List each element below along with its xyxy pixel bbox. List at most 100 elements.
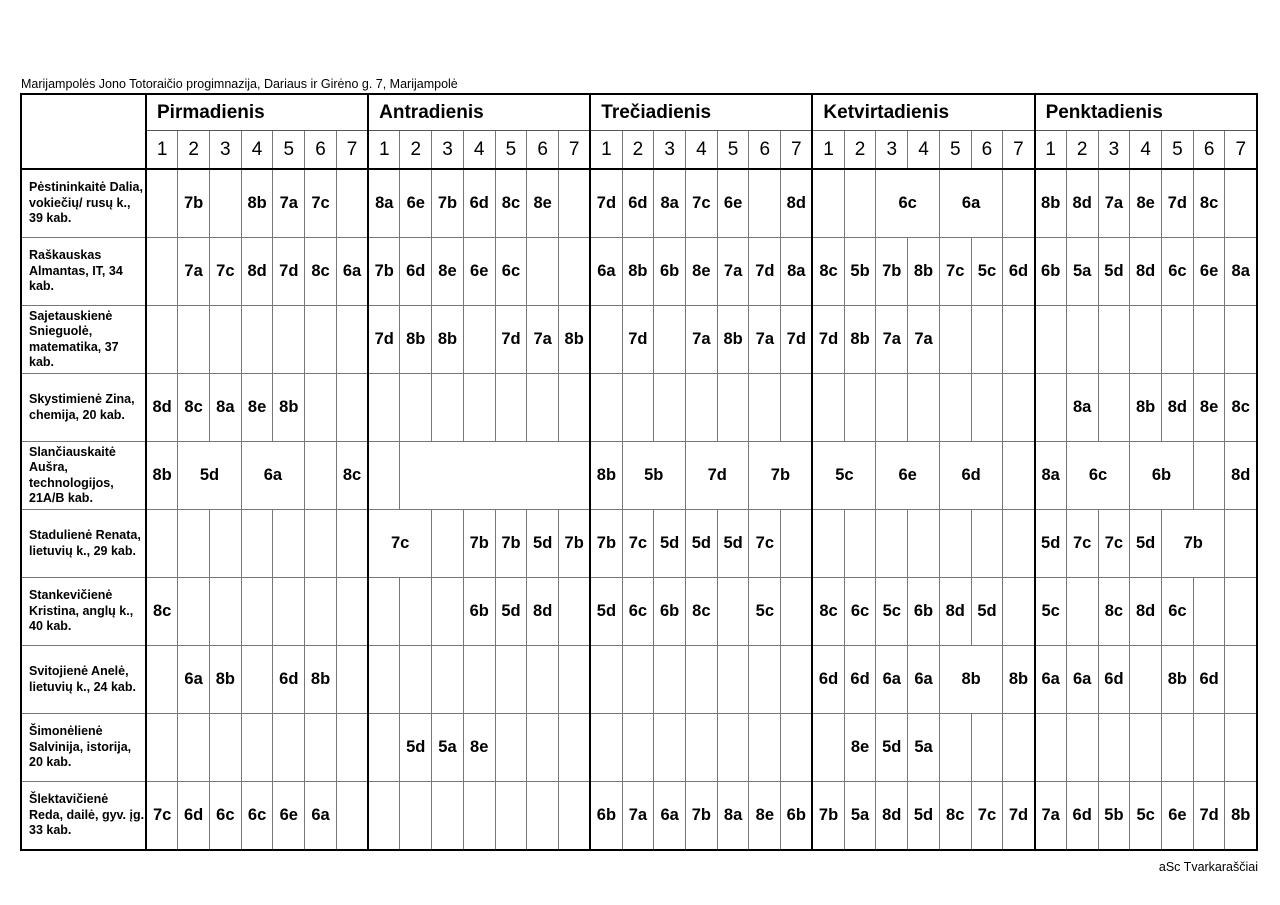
lesson-cell: 8c bbox=[335, 441, 369, 510]
teacher-row: Šlektavičienė Reda, dailė, gyv. įg. 33 k… bbox=[20, 781, 1258, 851]
period-number: 3 bbox=[431, 130, 464, 170]
lesson-cell bbox=[494, 373, 528, 442]
lesson-cell bbox=[526, 645, 560, 714]
lesson-cell: 8b bbox=[1129, 373, 1162, 442]
lesson-cell bbox=[367, 713, 401, 782]
lesson-cell bbox=[1002, 441, 1036, 510]
lesson-cell: 5d bbox=[1033, 509, 1067, 578]
lesson-cell: 7a bbox=[1033, 781, 1067, 851]
lesson-cell bbox=[208, 509, 242, 578]
lesson-cell: 7a bbox=[684, 305, 718, 374]
lesson-cell: 8d bbox=[938, 577, 972, 646]
lesson-cell: 8b bbox=[431, 305, 464, 374]
lesson-cell bbox=[748, 168, 782, 238]
lesson-cell: 6e bbox=[716, 168, 750, 238]
lesson-cell bbox=[304, 441, 337, 510]
lesson-cell: 7d bbox=[1161, 168, 1194, 238]
lesson-cell bbox=[653, 373, 686, 442]
lesson-cell: 6c bbox=[621, 577, 655, 646]
lesson-cell: 8b bbox=[558, 305, 591, 374]
lesson-cell bbox=[335, 305, 369, 374]
teacher-row: Stadulienė Renata, lietuvių k., 29 kab. 7… bbox=[20, 509, 1258, 578]
lesson-cell bbox=[558, 713, 591, 782]
lesson-cell: 8c bbox=[494, 168, 528, 238]
day-header-5: Penktadienis bbox=[1033, 93, 1258, 131]
lesson-cell: 8c bbox=[684, 577, 718, 646]
lesson-cell bbox=[1161, 713, 1194, 782]
lesson-cell bbox=[938, 373, 972, 442]
lesson-cell bbox=[399, 781, 433, 851]
lesson-cell: 8b bbox=[621, 237, 655, 306]
lesson-cell bbox=[177, 305, 210, 374]
period-number: 6 bbox=[1192, 130, 1226, 170]
day-header-row: Pirmadienis Antradienis Trečiadienis Ketvir… bbox=[20, 93, 1258, 170]
lesson-cell: 6d bbox=[843, 645, 877, 714]
lesson-cell bbox=[653, 305, 686, 374]
period-number: 3 bbox=[653, 130, 686, 170]
lesson-cell: 6a bbox=[1033, 645, 1067, 714]
lesson-cell: 7d bbox=[272, 237, 306, 306]
lesson-cell: 6a bbox=[335, 237, 369, 306]
lesson-cell: 8d bbox=[875, 781, 909, 851]
period-number: 1 bbox=[589, 130, 623, 170]
lesson-cell bbox=[1097, 305, 1131, 374]
lesson-cell: 8c bbox=[1097, 577, 1131, 646]
lesson-cell: 6d bbox=[938, 441, 1004, 510]
lesson-cell bbox=[272, 713, 306, 782]
lesson-cell bbox=[780, 645, 813, 714]
lesson-cell: 7d bbox=[621, 305, 655, 374]
timetable: Pirmadienis Antradienis Trečiadienis Ketvir… bbox=[20, 93, 1258, 851]
lesson-cell bbox=[462, 305, 496, 374]
lesson-cell bbox=[780, 577, 813, 646]
lesson-cell: 7b bbox=[462, 509, 496, 578]
lesson-cell bbox=[399, 645, 433, 714]
lesson-cell bbox=[177, 509, 210, 578]
lesson-cell bbox=[970, 305, 1004, 374]
lesson-cell bbox=[367, 373, 401, 442]
lesson-cell bbox=[653, 645, 686, 714]
period-number: 1 bbox=[1033, 130, 1067, 170]
lesson-cell bbox=[1002, 305, 1036, 374]
lesson-cell: 6b bbox=[907, 577, 940, 646]
period-number: 1 bbox=[811, 130, 845, 170]
lesson-cell: 8b bbox=[145, 441, 179, 510]
lesson-cell: 6d bbox=[1065, 781, 1099, 851]
lesson-cell bbox=[1129, 645, 1162, 714]
lesson-cell: 8c bbox=[811, 237, 845, 306]
lesson-cell bbox=[589, 373, 623, 442]
lesson-cell bbox=[304, 713, 337, 782]
lesson-cell bbox=[1097, 713, 1131, 782]
lesson-cell bbox=[589, 645, 623, 714]
teacher-name: Slančiauskaitė Aušra, technologijos, 21A… bbox=[20, 441, 147, 510]
lesson-cell bbox=[1224, 168, 1258, 238]
lesson-cell: 7a bbox=[907, 305, 940, 374]
teacher-row: Slančiauskaitė Aušra, technologijos, 21A… bbox=[20, 441, 1258, 510]
lesson-cell bbox=[431, 577, 464, 646]
lesson-cell: 7a bbox=[272, 168, 306, 238]
lesson-cell: 6c bbox=[1161, 237, 1194, 306]
lesson-cell bbox=[1033, 713, 1067, 782]
period-number: 7 bbox=[1224, 130, 1258, 170]
lesson-cell: 8b bbox=[716, 305, 750, 374]
lesson-cell: 7c bbox=[970, 781, 1004, 851]
lesson-cell bbox=[240, 713, 274, 782]
lesson-cell: 5d bbox=[716, 509, 750, 578]
lesson-cell bbox=[1129, 713, 1162, 782]
lesson-cell bbox=[558, 645, 591, 714]
lesson-cell: 8c bbox=[177, 373, 210, 442]
lesson-cell bbox=[1002, 168, 1036, 238]
lesson-cell bbox=[240, 509, 274, 578]
teacher-name: Raškauskas Almantas, IT, 34 kab. bbox=[20, 237, 147, 306]
lesson-cell bbox=[558, 577, 591, 646]
lesson-cell: 8a bbox=[1224, 237, 1258, 306]
lesson-cell: 6d bbox=[399, 237, 433, 306]
day-header-3: Trečiadienis bbox=[589, 93, 813, 131]
lesson-cell: 5c bbox=[970, 237, 1004, 306]
lesson-cell bbox=[811, 373, 845, 442]
day-header-1: Pirmadienis bbox=[144, 93, 369, 131]
lesson-cell: 6e bbox=[1161, 781, 1194, 851]
period-number: 2 bbox=[1065, 130, 1099, 170]
period-number: 7 bbox=[558, 130, 591, 170]
lesson-cell: 8b bbox=[272, 373, 306, 442]
